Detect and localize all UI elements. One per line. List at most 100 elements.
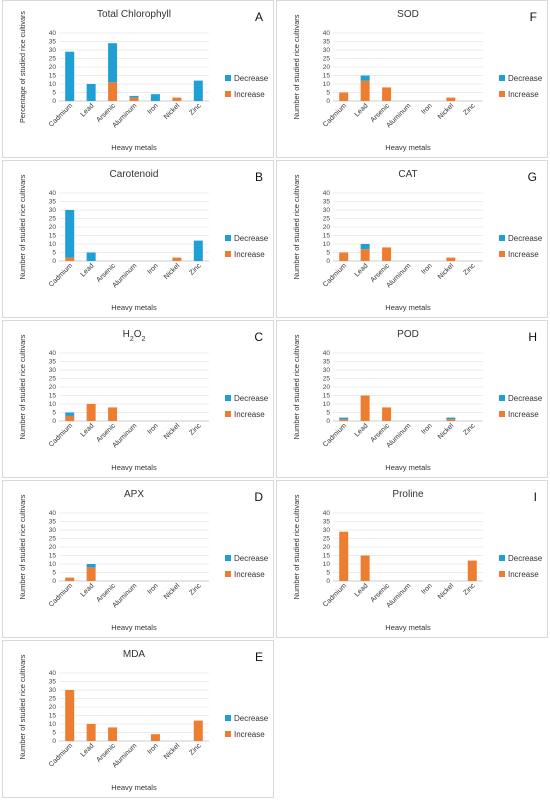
y-tick-label: 0 (326, 98, 330, 105)
y-tick-label: 5 (52, 730, 56, 737)
x-tick-label: Zinc (188, 742, 203, 757)
x-axis-label: Heavy metals (385, 143, 431, 152)
bar-decrease-lead (86, 564, 96, 568)
x-axis-label: Heavy metals (111, 303, 157, 312)
legend-increase-swatch (225, 91, 231, 97)
x-tick-label: Cadmium (322, 102, 348, 128)
legend-decrease-label: Decrease (234, 234, 269, 243)
panel-letter: G (528, 170, 537, 184)
chart-panel-total-chlorophyll: Total Chlorophyll A 0 5 10 15 20 25 30 35 40 Cadmiu… (2, 0, 274, 158)
y-tick-label: 40 (323, 350, 331, 357)
y-tick-label: 0 (52, 98, 56, 105)
y-tick-label: 10 (323, 81, 331, 88)
y-tick-label: 10 (49, 721, 57, 728)
y-tick-label: 5 (326, 250, 330, 257)
y-tick-label: 5 (326, 90, 330, 97)
y-tick-label: 5 (326, 570, 330, 577)
chart-title: Total Chlorophyll (97, 9, 171, 20)
x-axis-label: Heavy metals (111, 463, 157, 472)
legend-decrease-label: Decrease (234, 74, 269, 83)
chart-title: Carotenoid (110, 169, 159, 180)
legend-decrease-swatch (499, 555, 505, 561)
bar-increase-nickel (446, 97, 456, 101)
y-tick-label: 40 (49, 30, 57, 37)
legend-decrease-swatch (225, 75, 231, 81)
y-tick-label: 15 (49, 233, 57, 240)
legend-decrease-label: Decrease (508, 234, 543, 243)
bar-increase-iron (150, 734, 160, 741)
legend-decrease-swatch (225, 395, 231, 401)
y-tick-label: 20 (323, 64, 331, 71)
legend-decrease-swatch (225, 715, 231, 721)
x-tick-label: Iron (420, 262, 434, 276)
y-tick-label: 20 (49, 704, 57, 711)
legend-decrease-swatch (225, 555, 231, 561)
bar-increase-cadmium (65, 577, 75, 581)
y-tick-label: 30 (49, 367, 57, 374)
bar-increase-nickel (446, 419, 456, 421)
legend-decrease-label: Decrease (508, 74, 543, 83)
y-tick-label: 40 (49, 510, 57, 517)
y-axis-label: Number of studied rice cultivars (18, 654, 27, 759)
panel-letter: D (254, 490, 263, 504)
y-tick-label: 35 (49, 359, 57, 366)
x-tick-label: Lead (80, 422, 96, 438)
panel-letter: H (528, 330, 537, 344)
y-tick-label: 35 (323, 359, 331, 366)
chart-panel-carotenoid: Carotenoid B 0 5 10 15 20 25 30 35 40 Cadmium Lead Ar… (2, 160, 274, 318)
bar-decrease-arsenic (108, 43, 118, 83)
y-tick-label: 25 (323, 376, 331, 383)
panel-letter: C (254, 330, 263, 344)
chart-title: APX (124, 489, 144, 500)
bar-decrease-cadmium (65, 210, 75, 258)
bar-increase-arsenic (108, 407, 118, 421)
y-tick-label: 0 (52, 418, 56, 425)
legend-increase-swatch (225, 411, 231, 417)
x-tick-label: Iron (420, 582, 434, 596)
y-tick-label: 35 (49, 39, 57, 46)
legend-decrease-label: Decrease (234, 394, 269, 403)
y-tick-label: 15 (49, 553, 57, 560)
x-tick-label: Nickel (163, 262, 182, 281)
y-tick-label: 30 (49, 207, 57, 214)
y-axis-label: Number of studied rice cultivars (18, 174, 27, 279)
y-axis-label: Number of studied rice cultivars (292, 174, 301, 279)
y-tick-label: 10 (323, 241, 331, 248)
legend-increase-label: Increase (234, 90, 265, 99)
chart-panel-apx: APX D 0 5 10 15 20 25 30 35 40 Cadmium Lead Arsenic Al… (2, 480, 274, 638)
y-tick-label: 15 (49, 713, 57, 720)
y-axis-label: Number of studied rice cultivars (18, 334, 27, 439)
chart-title: SOD (397, 9, 419, 20)
y-tick-label: 40 (323, 510, 331, 517)
bar-decrease-aluminum (129, 95, 139, 98)
y-tick-label: 25 (49, 696, 57, 703)
y-tick-label: 30 (323, 527, 331, 534)
x-tick-label: Nickel (163, 422, 182, 441)
x-tick-label: Iron (420, 102, 434, 116)
y-tick-label: 30 (49, 527, 57, 534)
y-tick-label: 20 (49, 224, 57, 231)
y-tick-label: 35 (49, 519, 57, 526)
bar-decrease-lead (360, 244, 370, 250)
x-tick-label: Cadmium (48, 422, 74, 448)
x-tick-label: Iron (146, 262, 160, 276)
bar-increase-lead (360, 555, 370, 581)
chart-panel-cat: CAT G 0 5 10 15 20 25 30 35 40 Cadmium Lead Arsenic Al… (276, 160, 548, 318)
y-tick-label: 0 (326, 258, 330, 265)
legend-decrease-swatch (499, 235, 505, 241)
y-tick-label: 40 (49, 350, 57, 357)
x-tick-label: Nickel (437, 422, 456, 441)
y-tick-label: 20 (49, 544, 57, 551)
y-tick-label: 10 (323, 401, 331, 408)
y-tick-label: 5 (52, 570, 56, 577)
y-axis-label: Number of studied rice cultivars (292, 14, 301, 119)
y-tick-label: 35 (49, 679, 57, 686)
bar-decrease-iron (150, 94, 160, 101)
y-tick-label: 35 (49, 199, 57, 206)
y-tick-label: 20 (323, 384, 331, 391)
bar-increase-nickel (172, 257, 182, 261)
